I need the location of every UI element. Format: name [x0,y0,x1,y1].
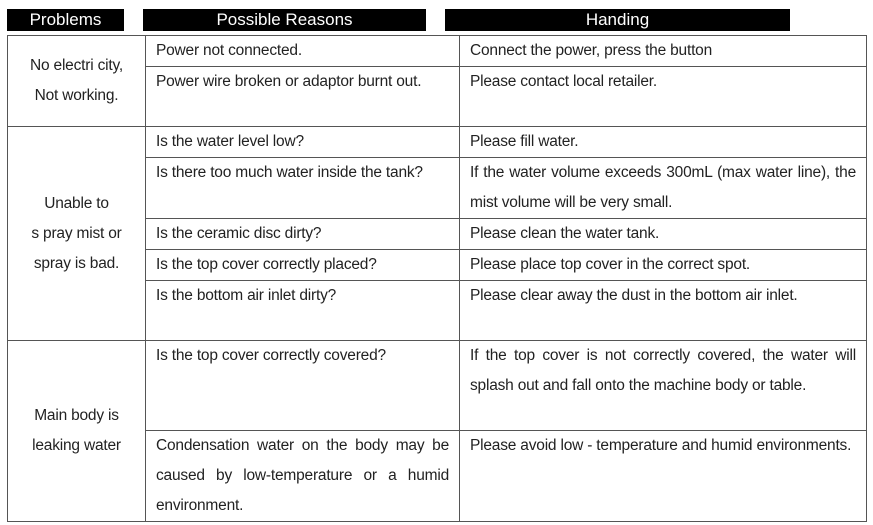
table-row: Power wire broken or adaptor burnt out. … [8,66,867,127]
reason-cell: Condensation water on the body may be ca… [145,430,460,522]
header-problems: Problems [7,9,124,31]
handling-cell: Please clear away the dust in the bottom… [459,280,867,341]
troubleshooting-table: No electri city, Not working. Power not … [7,35,867,522]
problem-line: No electri city, [30,57,123,74]
problem-line: Unable to [44,194,109,212]
problem-line: spray is bad. [33,254,120,272]
header-handling: Handing [445,9,790,31]
reason-cell: Is the bottom air inlet dirty? [145,280,460,341]
table-row: Is there too much water inside the tank?… [8,157,867,219]
table-row: No electri city, Not working. Power not … [7,35,867,127]
handling-cell: Connect the power, press the button [459,35,867,67]
table-row: Is the top cover correctly placed? Pleas… [8,249,867,281]
reason-cell: Is there too much water inside the tank? [145,157,460,219]
handling-cell: Please clean the water tank. [459,218,867,250]
handling-cell: Please contact local retailer. [459,66,867,127]
reason-cell: Power not connected. [145,35,460,67]
handling-cell: If the top cover is not correctly covere… [459,340,867,431]
reason-cell: Power wire broken or adaptor burnt out. [145,66,460,127]
table-row: Is the ceramic disc dirty? Please clean … [8,218,867,250]
reason-cell: Is the top cover correctly placed? [145,249,460,281]
problem-line: Main body is [34,407,119,424]
table-row: Condensation water on the body may be ca… [8,430,867,522]
problem-cell: Main body is leaking water [7,340,146,522]
handling-cell: Please avoid low - temperature and humid… [459,430,867,522]
problem-line: s pray mist or [31,224,122,242]
problem-cell: No electri city, Not working. [7,35,146,127]
table-row: Unable to s pray mist or spray is bad. I… [7,126,867,341]
reason-cell: Is the top cover correctly covered? [145,340,460,431]
table-row: Main body is leaking water Is the top co… [7,340,867,522]
reason-cell: Is the ceramic disc dirty? [145,218,460,250]
handling-cell: If the water volume exceeds 300mL (max w… [459,157,867,219]
reason-cell: Is the water level low? [145,126,460,158]
header-possible-reasons: Possible Reasons [143,9,426,31]
handling-cell: Please fill water. [459,126,867,158]
problem-line: leaking water [32,437,121,454]
handling-cell: Please place top cover in the correct sp… [459,249,867,281]
problem-line: Not working. [34,87,119,104]
problem-cell: Unable to s pray mist or spray is bad. [7,126,146,341]
